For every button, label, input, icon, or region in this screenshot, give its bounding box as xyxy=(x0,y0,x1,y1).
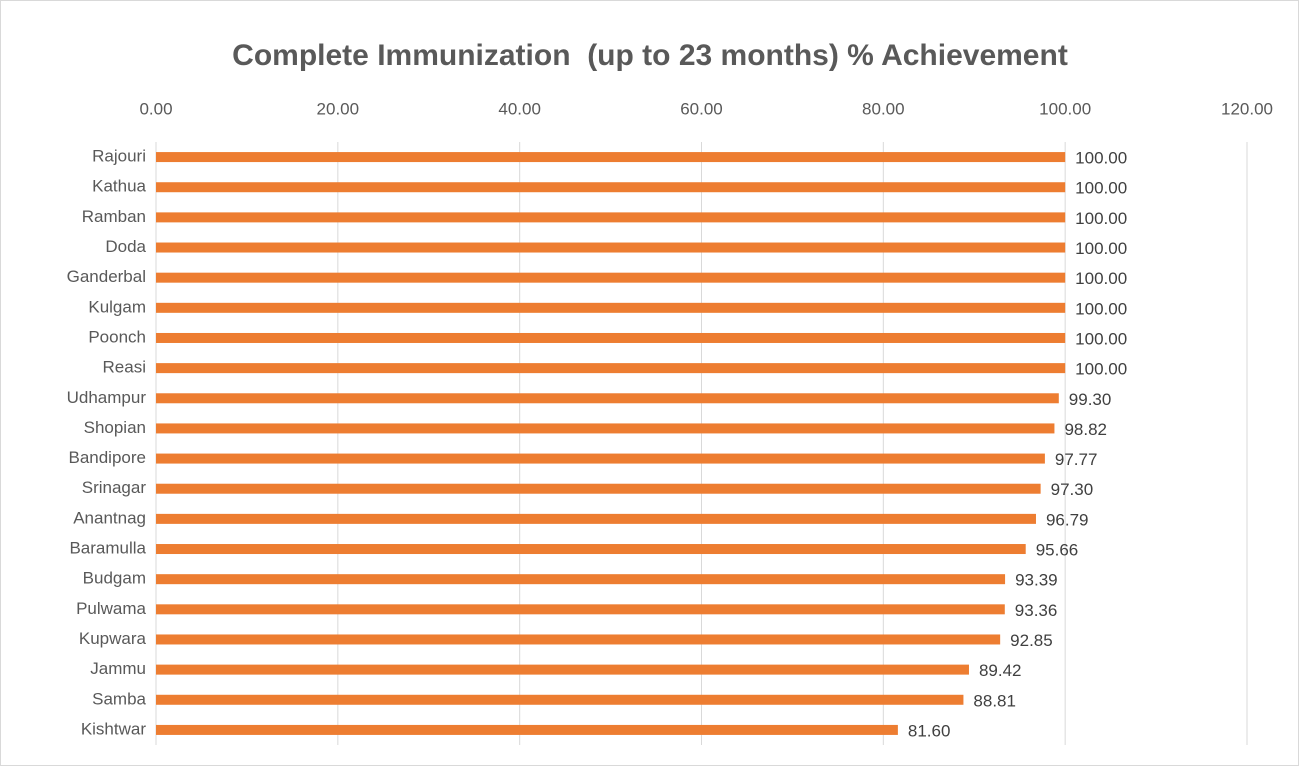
y-tick-label: Ganderbal xyxy=(67,267,146,286)
data-label: 100.00 xyxy=(1075,239,1127,258)
data-label: 98.82 xyxy=(1064,420,1107,439)
y-tick-label: Srinagar xyxy=(82,478,147,497)
data-label: 88.81 xyxy=(973,691,1016,710)
chart-title: Complete Immunization (up to 23 months) … xyxy=(232,39,1068,72)
y-tick-label: Kathua xyxy=(92,177,146,196)
y-tick-label: Samba xyxy=(92,689,146,708)
x-tick-label: 100.00 xyxy=(1039,99,1091,118)
x-tick-label: 0.00 xyxy=(139,99,172,118)
y-tick-label: Budgam xyxy=(83,569,146,588)
y-tick-label: Anantnag xyxy=(73,508,146,527)
x-tick-label: 20.00 xyxy=(317,99,360,118)
bar xyxy=(156,363,1066,374)
y-tick-label: Udhampur xyxy=(67,388,147,407)
data-label: 93.36 xyxy=(1015,601,1058,620)
y-tick-label: Shopian xyxy=(84,418,146,437)
data-label: 81.60 xyxy=(908,721,951,740)
bar xyxy=(156,604,1005,615)
data-label: 100.00 xyxy=(1075,149,1127,168)
bar xyxy=(156,182,1066,193)
data-label: 96.79 xyxy=(1046,510,1089,529)
x-tick-label: 60.00 xyxy=(680,99,723,118)
data-label: 100.00 xyxy=(1075,269,1127,288)
data-label: 92.85 xyxy=(1010,631,1053,650)
data-label: 89.42 xyxy=(979,661,1022,680)
y-tick-label: Jammu xyxy=(90,659,146,678)
data-label: 100.00 xyxy=(1075,329,1127,348)
y-tick-label: Reasi xyxy=(103,358,146,377)
bar xyxy=(156,152,1066,163)
bar xyxy=(156,483,1041,494)
y-tick-label: Bandipore xyxy=(68,448,146,467)
y-tick-label: Poonch xyxy=(88,327,146,346)
bar xyxy=(156,302,1066,313)
bar xyxy=(156,513,1036,524)
data-label: 93.39 xyxy=(1015,571,1058,590)
bar xyxy=(156,634,1001,645)
bar xyxy=(156,574,1006,585)
data-label: 97.77 xyxy=(1055,450,1098,469)
bar xyxy=(156,393,1059,404)
bar xyxy=(156,332,1066,343)
y-tick-label: Kishtwar xyxy=(81,719,147,738)
bar xyxy=(156,242,1066,253)
y-tick-label: Pulwama xyxy=(76,599,146,618)
bar xyxy=(156,544,1026,555)
y-tick-label: Kupwara xyxy=(79,629,147,648)
y-tick-label: Doda xyxy=(105,237,146,256)
bar xyxy=(156,212,1066,223)
y-tick-label: Kulgam xyxy=(88,297,146,316)
x-tick-label: 80.00 xyxy=(862,99,905,118)
data-label: 97.30 xyxy=(1051,480,1094,499)
data-label: 100.00 xyxy=(1075,209,1127,228)
y-tick-label: Baramulla xyxy=(69,539,146,558)
data-label: 95.66 xyxy=(1036,541,1079,560)
data-label: 100.00 xyxy=(1075,179,1127,198)
x-tick-label: 40.00 xyxy=(498,99,541,118)
bar xyxy=(156,423,1055,434)
data-label: 100.00 xyxy=(1075,299,1127,318)
bar xyxy=(156,272,1066,283)
bar xyxy=(156,694,964,705)
bar xyxy=(156,453,1045,464)
y-tick-label: Ramban xyxy=(82,207,146,226)
bar xyxy=(156,664,969,675)
x-tick-label: 120.00 xyxy=(1221,99,1273,118)
bar xyxy=(156,724,898,735)
y-tick-label: Rajouri xyxy=(92,147,146,166)
data-label: 100.00 xyxy=(1075,360,1127,379)
data-label: 99.30 xyxy=(1069,390,1112,409)
